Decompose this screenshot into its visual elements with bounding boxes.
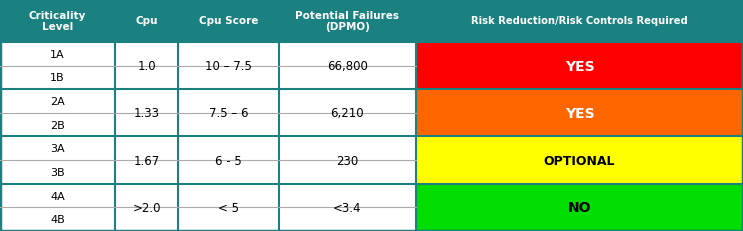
Bar	[0, 43, 115, 66]
Bar	[178, 66, 279, 90]
Text: 2B: 2B	[51, 120, 65, 130]
Bar	[0, 0, 115, 43]
Bar	[279, 160, 416, 184]
Bar	[115, 0, 178, 43]
Text: OPTIONAL: OPTIONAL	[544, 154, 615, 167]
Text: 4A: 4A	[51, 191, 65, 201]
Text: 1B: 1B	[51, 73, 65, 83]
Text: 6,210: 6,210	[331, 107, 364, 120]
Text: 230: 230	[337, 154, 358, 167]
Text: 2A: 2A	[51, 97, 65, 106]
Text: 3A: 3A	[51, 144, 65, 154]
Bar	[0, 184, 115, 207]
Text: 4B: 4B	[51, 214, 65, 224]
Bar	[0, 90, 115, 113]
Bar	[115, 113, 178, 137]
Text: 6 - 5: 6 - 5	[215, 154, 242, 167]
Bar	[178, 137, 279, 160]
Bar	[279, 113, 416, 137]
Text: <3.4: <3.4	[333, 201, 362, 214]
Text: 1A: 1A	[51, 49, 65, 59]
Bar	[115, 66, 178, 90]
Bar	[279, 0, 416, 43]
Text: Potential Failures
(DPMO): Potential Failures (DPMO)	[296, 11, 399, 32]
Text: 1.67: 1.67	[134, 154, 160, 167]
Text: Risk Reduction/Risk Controls Required: Risk Reduction/Risk Controls Required	[471, 16, 688, 26]
Bar	[115, 137, 178, 160]
Bar	[0, 160, 115, 184]
Bar	[115, 184, 178, 207]
Bar	[0, 113, 115, 137]
Text: < 5: < 5	[218, 201, 239, 214]
Bar	[0, 207, 115, 231]
Text: >2.0: >2.0	[132, 201, 161, 214]
Text: Criticality
Level: Criticality Level	[29, 11, 86, 32]
Text: Cpu Score: Cpu Score	[199, 16, 258, 26]
Text: 1.33: 1.33	[134, 107, 160, 120]
Text: 3B: 3B	[51, 167, 65, 177]
Bar	[115, 43, 178, 66]
Bar	[279, 207, 416, 231]
Bar	[416, 137, 743, 184]
Text: 1.0: 1.0	[137, 60, 156, 73]
Bar	[279, 43, 416, 66]
Bar	[416, 0, 743, 43]
Bar	[0, 66, 115, 90]
Text: NO: NO	[568, 201, 591, 214]
Text: 7.5 – 6: 7.5 – 6	[209, 107, 248, 120]
Bar	[115, 207, 178, 231]
Text: 10 – 7.5: 10 – 7.5	[205, 60, 252, 73]
Bar	[416, 90, 743, 137]
Bar	[279, 137, 416, 160]
Bar	[178, 184, 279, 207]
Bar	[178, 43, 279, 66]
Bar	[178, 0, 279, 43]
Bar	[115, 160, 178, 184]
Bar	[178, 90, 279, 113]
Bar	[178, 207, 279, 231]
Bar	[416, 43, 743, 90]
Text: 66,800: 66,800	[327, 60, 368, 73]
Bar	[115, 90, 178, 113]
Bar	[416, 184, 743, 231]
Text: Cpu: Cpu	[135, 16, 158, 26]
Bar	[178, 113, 279, 137]
Bar	[279, 66, 416, 90]
Text: YES: YES	[565, 59, 594, 73]
Bar	[279, 90, 416, 113]
Bar	[178, 160, 279, 184]
Text: YES: YES	[565, 106, 594, 120]
Bar	[279, 184, 416, 207]
Bar	[0, 137, 115, 160]
